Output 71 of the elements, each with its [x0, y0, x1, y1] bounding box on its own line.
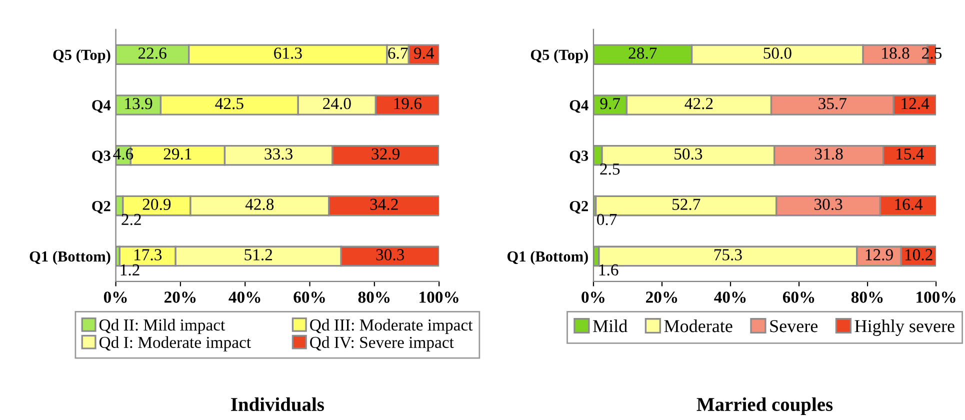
data-label: 32.9 [372, 148, 400, 160]
y-tick-label: Q1 (Bottom) [507, 250, 588, 265]
data-label: 75.3 [714, 249, 742, 260]
data-label: 31.8 [815, 148, 843, 160]
data-label: 29.1 [164, 148, 192, 160]
x-tick-label: 80% [358, 292, 390, 303]
data-label: 52.7 [672, 198, 700, 210]
data-label: 6.7 [388, 48, 408, 59]
data-label: 24.0 [323, 98, 351, 110]
y-tick-label: Q2 [570, 200, 588, 214]
data-label: 30.3 [376, 249, 404, 260]
legend-label: Highly severe [854, 320, 954, 336]
x-tick-label: 60% [294, 292, 325, 303]
data-label: 9.4 [414, 48, 434, 59]
y-tick-label: Q5 (Top) [530, 49, 588, 64]
x-tick-label: 60% [782, 292, 814, 303]
data-label: 1.6 [599, 264, 618, 276]
data-label: 13.9 [125, 98, 152, 110]
data-label: 17.3 [134, 249, 162, 260]
x-tick-label: 100% [420, 292, 458, 303]
data-label: 9.7 [600, 98, 620, 110]
legend-label: Qd I: Moderate impact [99, 336, 251, 352]
data-label: 19.6 [394, 98, 422, 110]
data-label: 42.2 [684, 98, 713, 110]
data-label: 12.9 [866, 249, 893, 260]
data-label: 20.9 [142, 198, 171, 210]
y-tick-label: Q1 (Bottom) [30, 250, 110, 265]
x-tick-label: 0% [582, 292, 604, 303]
text: Married couples [696, 397, 833, 415]
data-label: 34.2 [370, 198, 398, 210]
data-label: 50.0 [764, 48, 792, 59]
legend-label: Severe [770, 320, 818, 332]
data-label: 35.7 [818, 98, 847, 110]
legend-label: Qd IV: Severe impact [310, 336, 454, 352]
x-tick-label: 20% [646, 292, 678, 303]
text: Individuals [231, 397, 324, 412]
data-label: 0.7 [597, 214, 617, 226]
x-tick-label: 80% [851, 292, 883, 303]
data-label: 22.6 [138, 48, 166, 59]
data-label: 28.7 [628, 48, 657, 59]
x-tick-label: 0% [104, 292, 127, 303]
data-label: 18.8 [882, 48, 910, 59]
data-label: 51.2 [244, 249, 272, 260]
data-label: 2.2 [122, 214, 141, 226]
y-tick-label: Q4 [92, 100, 111, 113]
x-tick-label: 40% [228, 292, 260, 303]
y-tick-label: Q5 (Top) [53, 49, 110, 64]
data-label: 15.4 [896, 148, 924, 160]
y-tick-label: Q3 [570, 150, 588, 164]
x-tick-label: 100% [916, 292, 956, 303]
data-label: 50.3 [674, 148, 702, 160]
data-label: 61.3 [274, 48, 302, 59]
data-label: 1.2 [120, 264, 140, 276]
data-label: 33.3 [264, 148, 292, 160]
data-label: 10.2 [905, 249, 932, 260]
y-tick-label: Q3 [92, 150, 110, 164]
legend-label: Moderate [664, 320, 732, 332]
x-tick-label: 20% [164, 292, 196, 303]
y-tick-label: Q4 [570, 100, 588, 113]
legend-label: Qd III: Moderate impact [310, 318, 473, 334]
x-tick-label: 40% [714, 292, 746, 303]
data-label: 30.3 [814, 198, 842, 210]
data-label: 42.8 [245, 198, 274, 210]
legend-label: Qd II: Mild impact [99, 318, 226, 334]
legend-label: Mild [593, 320, 628, 332]
data-label: 2.5 [922, 48, 942, 59]
data-label: 16.4 [895, 198, 923, 210]
data-label: 2.5 [600, 163, 620, 175]
data-label: 42.5 [215, 98, 244, 110]
y-tick-label: Q2 [92, 200, 110, 214]
data-label: 12.4 [902, 98, 930, 110]
